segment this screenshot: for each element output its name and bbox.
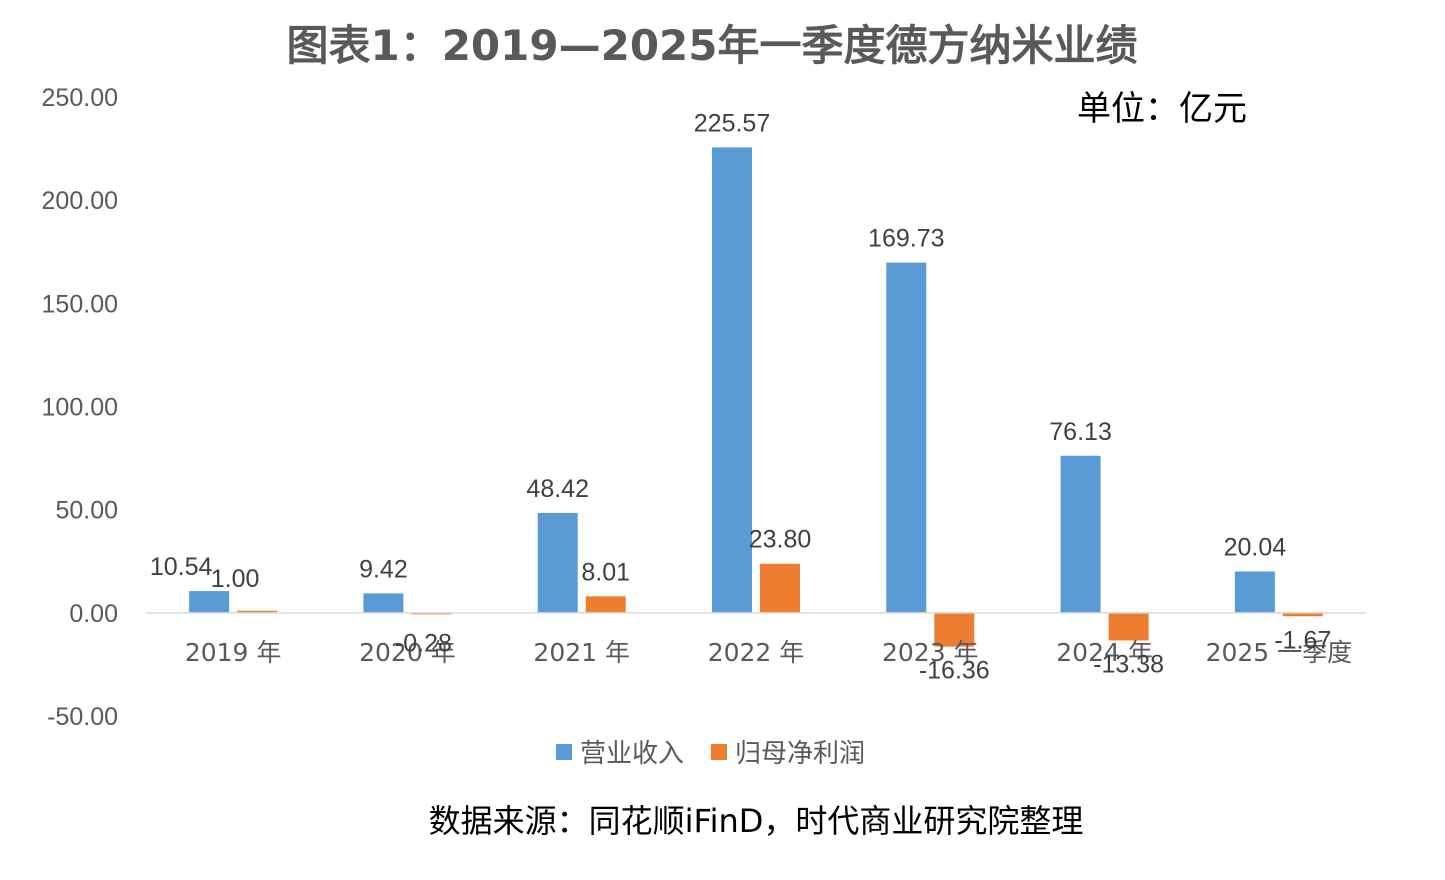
legend-swatch-revenue xyxy=(556,744,572,760)
net-profit-data-label: 1.00 xyxy=(211,565,260,593)
net-profit-data-label: -16.36 xyxy=(919,657,990,685)
plot-area xyxy=(189,147,1323,647)
x-tick-label: 2020 年 xyxy=(359,638,456,667)
y-tick-label: 200.00 xyxy=(42,187,118,215)
revenue-bar xyxy=(363,593,404,613)
revenue-data-label: 169.73 xyxy=(868,225,944,253)
net-profit-data-label: -1.67 xyxy=(1274,626,1331,654)
net-profit-data-label: -0.28 xyxy=(395,629,452,657)
legend-swatch-net-profit xyxy=(711,744,727,760)
revenue-data-label: 10.54 xyxy=(150,553,213,581)
net-profit-data-label: 23.80 xyxy=(749,526,812,554)
revenue-bar xyxy=(712,147,752,613)
legend-label-revenue: 营业收入 xyxy=(580,739,684,769)
chart-title: 图表1：2019—2025年一季度德方纳米业绩 xyxy=(286,21,1137,70)
x-tick-label: 2019 年 xyxy=(185,638,282,667)
revenue-data-label: 9.42 xyxy=(359,555,408,583)
y-tick-label: 0.00 xyxy=(69,600,118,628)
x-tick-label: 2021 年 xyxy=(533,638,630,667)
revenue-bar xyxy=(1234,571,1275,613)
revenue-bar xyxy=(537,512,578,613)
y-tick-label: 250.00 xyxy=(42,84,118,112)
y-tick-label: -50.00 xyxy=(47,703,118,731)
revenue-bar xyxy=(189,591,230,613)
net-profit-bar xyxy=(1108,612,1149,641)
net-profit-bar xyxy=(760,563,800,613)
revenue-data-label: 48.42 xyxy=(526,475,589,503)
legend-label-net-profit: 归母净利润 xyxy=(735,739,865,769)
net-profit-bar xyxy=(237,610,278,613)
data-labels: 10.54 9.42 48.42 225.57 169.73 76.13 20.04 1.00… xyxy=(150,109,1331,684)
revenue-bar xyxy=(886,262,927,613)
unit-label: 单位：亿元 xyxy=(1077,89,1247,129)
x-axis: 2019 年 2020 年 2021 年 2022 年 2023 年 2024 年 2025… xyxy=(185,638,1352,667)
x-tick-label: 2025 一季度 xyxy=(1206,638,1353,667)
net-profit-data-label: 8.01 xyxy=(581,558,630,586)
revenue-data-label: 20.04 xyxy=(1224,533,1287,561)
revenue-data-label: 225.57 xyxy=(694,109,770,137)
x-tick-label: 2023 年 xyxy=(882,638,979,667)
y-tick-label: 50.00 xyxy=(55,497,118,525)
net-profit-bar xyxy=(934,612,975,647)
y-axis: -50.00 0.00 50.00 100.00 150.00 200.00 250.00 xyxy=(42,84,118,731)
x-tick-label: 2022 年 xyxy=(708,638,805,667)
y-tick-label: 150.00 xyxy=(42,290,118,318)
x-tick-label: 2024 年 xyxy=(1056,638,1153,667)
source-note: 数据来源：同花顺iFinD，时代商业研究院整理 xyxy=(429,802,1084,840)
y-tick-label: 100.00 xyxy=(42,394,118,422)
net-profit-bar xyxy=(1282,612,1323,617)
net-profit-data-label: -13.38 xyxy=(1093,650,1164,678)
net-profit-bar xyxy=(585,596,626,613)
revenue-bar xyxy=(1060,455,1101,613)
legend: 营业收入 归母净利润 xyxy=(556,739,865,769)
revenue-data-label: 76.13 xyxy=(1049,418,1112,446)
